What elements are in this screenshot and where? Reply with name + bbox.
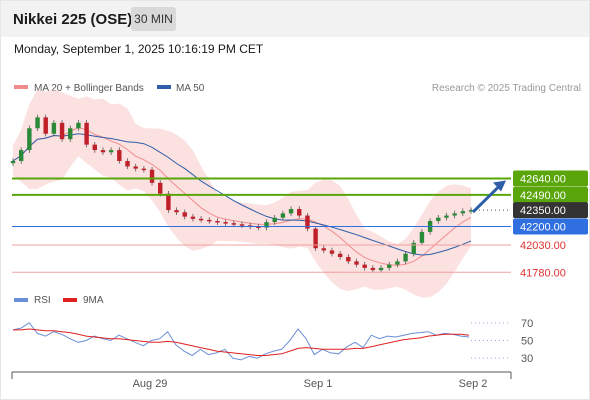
instrument-title: Nikkei 225 (OSE) — [13, 11, 133, 28]
bollinger-band — [13, 89, 471, 298]
candle-body — [10, 161, 16, 164]
candle-body — [280, 213, 286, 218]
ma50-legend-label: MA 50 — [176, 83, 205, 94]
forecast-arrow-shaft — [471, 184, 502, 214]
resistance-level-label: 42640.00 — [520, 173, 566, 185]
x-axis: Aug 29 Sep 1 Sep 2 — [11, 372, 512, 390]
ma50-line — [12, 133, 472, 256]
forecast-arrow-head — [493, 180, 506, 192]
candle-body — [436, 217, 441, 221]
price-plot — [10, 89, 474, 298]
support-level-label: 42030.00 — [520, 240, 566, 252]
ma50-legend-swatch — [157, 85, 171, 89]
candle-body — [321, 248, 326, 251]
candle-body — [190, 216, 196, 219]
candle-body — [149, 169, 155, 183]
candle-body — [362, 264, 367, 268]
candle-body — [174, 210, 179, 213]
resistance-level-tag — [513, 186, 588, 203]
rsi-ma-line — [13, 328, 470, 356]
rsi-line — [12, 322, 470, 361]
candle-body — [387, 264, 392, 268]
rsi-legend-label: RSI — [34, 295, 51, 306]
candle-body — [100, 150, 106, 153]
candle-body — [198, 218, 204, 221]
support-level-label: 41780.00 — [520, 267, 566, 279]
candle-body — [68, 128, 73, 140]
candle-body — [288, 209, 294, 214]
x-tick-label: Sep 2 — [459, 378, 488, 390]
candle-body — [460, 211, 466, 214]
candle-body — [215, 221, 220, 223]
candle-body — [468, 210, 474, 212]
rsi-tick-label: 30 — [521, 353, 533, 365]
credit-text: Research © 2025 Trading Central — [432, 83, 581, 94]
candle-body — [411, 242, 416, 254]
candle-body — [108, 150, 114, 153]
candle-body — [231, 223, 237, 225]
candle-body — [133, 166, 138, 169]
rsi-ma-legend-swatch — [63, 298, 77, 302]
candle-body — [223, 222, 228, 224]
candle-body — [256, 226, 261, 228]
rsi-legend-swatch — [14, 298, 28, 302]
candle-body — [337, 253, 343, 257]
candle-body — [182, 212, 187, 217]
candle-body — [76, 122, 81, 129]
last-level-label: 42350.00 — [520, 205, 566, 217]
candle-body — [346, 257, 351, 262]
candle-body — [378, 267, 384, 271]
last-level-tag — [513, 202, 588, 219]
candle-body — [239, 224, 245, 226]
candle-body — [313, 228, 318, 249]
candle-body — [297, 209, 302, 216]
candle-body — [395, 261, 400, 265]
candle-body — [158, 182, 163, 194]
candle-body — [354, 261, 359, 265]
x-tick-label: Sep 1 — [304, 378, 333, 390]
rsi-tick-label: 70 — [521, 318, 533, 330]
candle-body — [264, 222, 269, 228]
candle-body — [92, 144, 97, 151]
rsi-ma-legend-label: 9MA — [83, 295, 104, 306]
candle-body — [51, 122, 57, 134]
candle-body — [117, 150, 122, 161]
header-bar: Nikkei 225 (OSE) 30 MIN — [1, 1, 589, 37]
candle-body — [370, 267, 376, 271]
candle-body — [272, 217, 277, 223]
resistance-level-tag — [513, 170, 588, 187]
candle-body — [84, 122, 89, 145]
candle-body — [329, 250, 335, 254]
candle-body — [419, 231, 425, 243]
resistance-level-label: 42490.00 — [520, 190, 566, 202]
candle-body — [452, 213, 457, 216]
candle-body — [59, 122, 65, 140]
candle-body — [305, 215, 310, 229]
candle-body — [207, 219, 212, 222]
candle-body — [403, 253, 408, 262]
ma20-legend-label: MA 20 + Bollinger Bands — [34, 83, 144, 94]
timeframe-button[interactable]: 30 MIN — [131, 7, 176, 31]
candle-body — [18, 150, 24, 161]
pivot-level-label: 42200.00 — [520, 221, 566, 233]
candle-body — [141, 168, 147, 171]
ma20-legend-swatch — [14, 85, 28, 89]
candle-body — [125, 161, 130, 167]
candle-body — [35, 117, 40, 129]
pivot-level-tag — [513, 218, 588, 235]
candle-body — [27, 128, 32, 151]
price-levels: 42640.00 42490.00 42350.00 42200.00 42030.00… — [12, 170, 588, 279]
rsi-plot: 70 50 30 — [12, 318, 533, 365]
candle-body — [43, 117, 48, 134]
candle-body — [166, 193, 171, 211]
rsi-tick-label: 50 — [521, 336, 533, 348]
x-tick-label: Aug 29 — [133, 378, 168, 390]
candle-body — [444, 215, 449, 218]
datetime-label: Monday, September 1, 2025 10:16:19 PM CE… — [14, 42, 264, 56]
